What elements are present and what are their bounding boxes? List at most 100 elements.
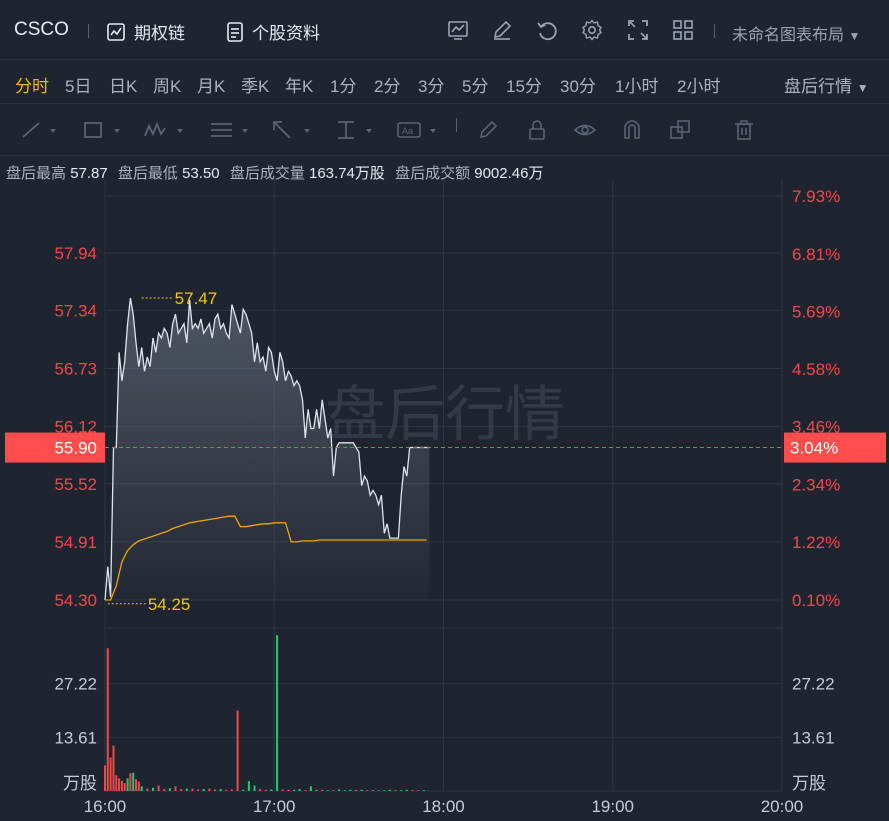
current-percent-badge [784, 432, 886, 463]
edit-icon[interactable] [490, 18, 514, 42]
svg-text:Aa: Aa [402, 126, 413, 136]
volume-bar [394, 790, 397, 791]
period-tab-yearly[interactable]: 年K [285, 77, 314, 96]
volume-bar [411, 790, 414, 791]
volume-bar [185, 788, 188, 791]
percent-tick-label: 6.81% [792, 245, 840, 264]
period-tab-daily[interactable]: 日K [109, 77, 138, 96]
volume-bar [405, 789, 408, 791]
volume-bar [197, 789, 200, 791]
pen-icon[interactable] [476, 118, 500, 142]
options-chain-button[interactable]: 期权链 [106, 19, 185, 44]
time-tick-label: 18:00 [422, 797, 465, 816]
percent-tick-label: 5.69% [792, 303, 840, 322]
volume-bar [152, 787, 154, 791]
turnover-label: 盘后成交额 [395, 165, 471, 182]
volume-bar [332, 790, 335, 791]
undo-icon[interactable] [535, 18, 559, 42]
volume-bar [242, 789, 245, 791]
current-percent-label: 3.04% [790, 439, 838, 458]
eye-icon[interactable] [573, 118, 597, 142]
volume-bar [276, 635, 279, 791]
layout-name-dropdown[interactable]: 未命名图表布局 ▼ [732, 27, 861, 44]
volume-bar [135, 779, 137, 791]
time-tick-label: 17:00 [253, 797, 296, 816]
volume-unit-left: 万股 [63, 774, 97, 793]
high-label: 盘后最高 [6, 165, 67, 182]
copy-icon[interactable] [668, 118, 692, 142]
gear-icon[interactable] [580, 18, 604, 42]
volume-bar [126, 778, 129, 791]
period-tab-15m[interactable]: 15分 [506, 77, 542, 96]
time-tick-label: 20:00 [761, 797, 804, 816]
volume-bar [180, 789, 183, 791]
volume-bar [129, 773, 132, 791]
low-label: 盘后最低 [117, 165, 178, 182]
trendline-tool-icon[interactable] [20, 118, 60, 142]
intraday-chart[interactable]: 盘后行情 57.94 57.34 56.73 56.12 55.52 54.91 54.30… [0, 180, 889, 821]
chevron-down-icon: ▼ [848, 29, 861, 43]
period-tab-2h[interactable]: 2小时 [677, 77, 721, 96]
volume-bar [236, 710, 239, 791]
volume-bar [326, 790, 329, 791]
percent-tick-label: 2.34% [792, 475, 840, 494]
current-price-label: 55.90 [54, 439, 97, 458]
volume-bar [417, 790, 420, 791]
period-tab-2m[interactable]: 2分 [374, 77, 401, 96]
volume-bar [287, 789, 290, 791]
period-tab-1h[interactable]: 1小时 [615, 77, 659, 96]
volume-bar [104, 765, 106, 791]
session-dropdown[interactable]: 盘后行情 ▼ [784, 77, 869, 96]
period-tab-30m[interactable]: 30分 [560, 77, 596, 96]
trash-icon[interactable] [732, 118, 756, 142]
period-tab-intraday[interactable]: 分时 [15, 77, 49, 96]
text-tool-icon[interactable]: Aa [396, 118, 442, 142]
volume-bar [315, 789, 318, 791]
options-chain-label: 期权链 [134, 24, 185, 43]
grid-layout-icon[interactable] [671, 18, 695, 42]
rectangle-tool-icon[interactable] [82, 118, 124, 142]
indicator-icon[interactable] [446, 18, 470, 42]
ticker-symbol[interactable]: CSCO [14, 19, 69, 40]
stock-info-label: 个股资料 [252, 24, 320, 43]
volume-bar [355, 789, 358, 791]
volume-bar [259, 789, 262, 791]
period-tab-5d[interactable]: 5日 [65, 77, 92, 96]
volume-bar [309, 786, 312, 791]
period-tab-weekly[interactable]: 周K [153, 77, 182, 96]
current-price-badge [5, 432, 105, 463]
volume-bar [137, 781, 140, 791]
volume-bar [400, 790, 403, 791]
volume-tick-label-left: 13.61 [54, 728, 97, 747]
fibonacci-tool-icon[interactable] [208, 118, 254, 142]
lock-icon[interactable] [525, 118, 549, 142]
arrow-tool-icon[interactable] [270, 118, 316, 142]
volume-bar [123, 783, 126, 791]
volume-bar [349, 789, 352, 791]
chevron-down-icon: ▼ [856, 81, 869, 95]
volume-bar [219, 789, 222, 791]
separator [714, 24, 715, 38]
fullscreen-icon[interactable] [626, 18, 650, 42]
price-tick-label: 57.34 [54, 301, 97, 320]
percent-tick-label: 0.10% [792, 591, 840, 610]
volume-bar [422, 790, 425, 791]
volume-bar [383, 790, 386, 791]
volume-bar [214, 789, 216, 791]
pattern-tool-icon[interactable] [143, 118, 189, 142]
stock-info-button[interactable]: 个股资料 [226, 19, 320, 44]
volume-bar [168, 788, 171, 791]
period-tab-3m[interactable]: 3分 [418, 77, 445, 96]
volume-bar [140, 786, 143, 791]
magnet-icon[interactable] [620, 118, 644, 142]
period-tab-5m[interactable]: 5分 [462, 77, 489, 96]
period-tab-quarterly[interactable]: 季K [241, 77, 270, 96]
volume-bar [298, 789, 301, 791]
volume-bar [304, 790, 307, 791]
volume-bar [208, 788, 211, 791]
measure-tool-icon[interactable] [334, 118, 378, 142]
period-tab-monthly[interactable]: 月K [197, 77, 226, 96]
price-tick-label: 56.12 [54, 418, 97, 437]
document-icon [227, 21, 243, 42]
period-tab-1m[interactable]: 1分 [330, 77, 357, 96]
